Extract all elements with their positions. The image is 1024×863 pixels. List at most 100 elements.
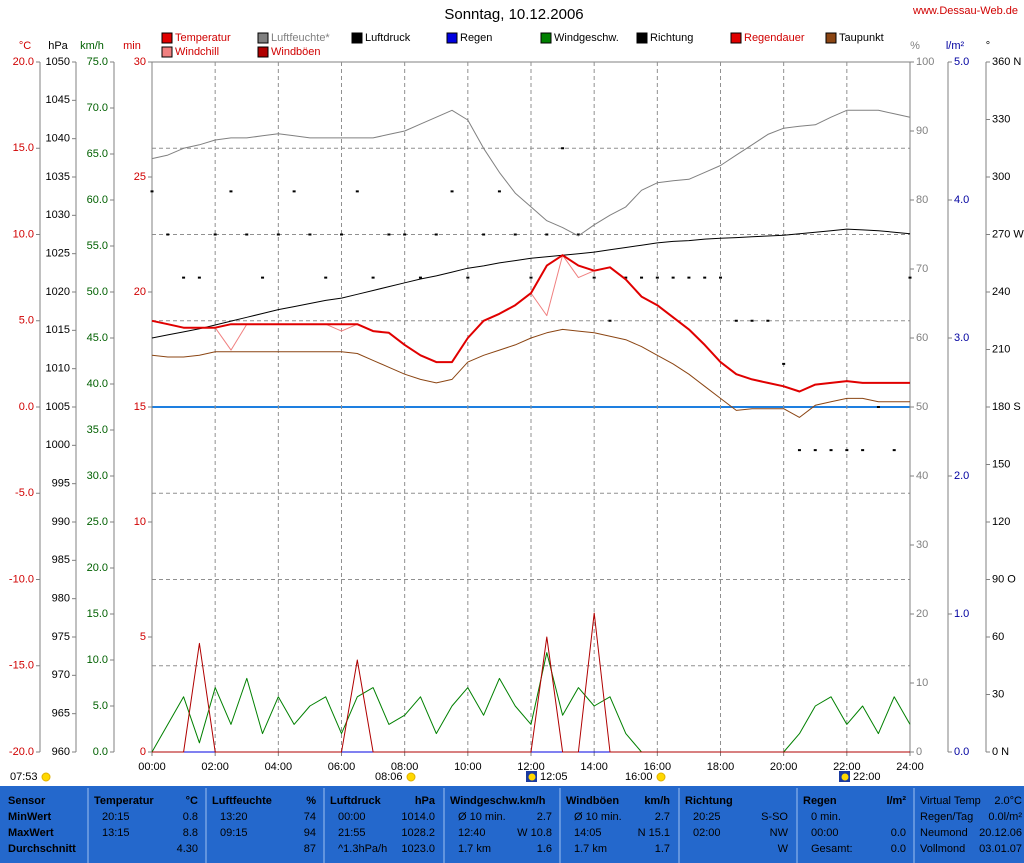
y-tick-label: 995 (52, 478, 70, 490)
table-cell: 21:55 (338, 827, 366, 839)
table-cell: 0 min. (811, 811, 841, 823)
y-tick-label: 10.0 (13, 228, 34, 240)
x-tick-label: 14:00 (580, 761, 608, 773)
direction-dot (766, 319, 770, 322)
side-label: Vollmond (920, 843, 965, 855)
table-cell: Gesamt: (811, 843, 853, 855)
sun-icon (406, 772, 416, 782)
y-tick-label: 1005 (46, 401, 70, 413)
table-value: 1023.0 (401, 843, 435, 855)
direction-dot (213, 233, 217, 236)
direction-dot (340, 233, 343, 236)
legend-label: Windchill (175, 46, 219, 58)
direction-dot (182, 276, 186, 279)
legend-label: Windgeschw. (554, 32, 619, 44)
y-tick-label: -10.0 (9, 573, 34, 585)
direction-dot (782, 362, 786, 365)
legend-swatch (257, 46, 269, 58)
axis-unit: l/m² (946, 40, 965, 52)
direction-dot (466, 276, 470, 279)
x-tick-label: 22:00 (833, 761, 861, 773)
table-value: 0.8 (183, 811, 198, 823)
side-value: 0.0l/m² (988, 811, 1022, 823)
y-tick-label: 1050 (46, 56, 70, 68)
table-header: Luftdruck (330, 795, 382, 807)
direction-dot (845, 449, 849, 452)
table-cell: ^1.3hPa/h (338, 843, 387, 855)
table-cell: 20:25 (693, 811, 721, 823)
table-cell: 00:00 (811, 827, 839, 839)
y-tick-label: 980 (52, 593, 70, 605)
y-tick-label: 1045 (46, 94, 70, 106)
direction-dot (387, 233, 391, 236)
legend-swatch (825, 32, 837, 44)
y-tick-label: 5.0 (954, 56, 969, 68)
y-tick-label: 1035 (46, 171, 70, 183)
y-tick-label: 65.0 (87, 148, 108, 160)
moon-icon-disc (528, 773, 536, 781)
y-tick-label: 20.0 (87, 562, 108, 574)
direction-dot (276, 233, 280, 236)
y-tick-label: 970 (52, 669, 70, 681)
legend-swatch (446, 32, 458, 44)
chart-title: Sonntag, 10.12.2006 (444, 6, 583, 23)
y-tick-label: 50.0 (87, 286, 108, 298)
y-tick-label: 55.0 (87, 240, 108, 252)
y-tick-label: 1025 (46, 248, 70, 260)
legend-label: Richtung (650, 32, 693, 44)
direction-dot (671, 276, 675, 279)
y-tick-label: 985 (52, 554, 70, 566)
table-value: 87 (304, 843, 316, 855)
direction-dot (876, 406, 880, 408)
direction-dot (482, 233, 486, 236)
y-tick-label: 70.0 (87, 102, 108, 114)
table-value: NW (770, 827, 789, 839)
direction-dot (750, 319, 754, 322)
y-tick-label: 3.0 (954, 332, 969, 344)
y-tick-label: 100 (916, 56, 934, 68)
direction-dot (719, 276, 722, 279)
table-header: Luftfeuchte (212, 795, 272, 807)
y-tick-label: 360 N (992, 56, 1021, 68)
direction-dot (892, 449, 896, 452)
y-tick-label: 330 (992, 113, 1010, 125)
y-tick-label: 5.0 (19, 315, 34, 327)
axis-unit: % (910, 40, 920, 52)
site-link[interactable]: www.Dessau-Web.de (912, 5, 1018, 17)
legend-swatch (257, 32, 269, 44)
y-tick-label: 5.0 (93, 700, 108, 712)
y-tick-label: 2.0 (954, 470, 969, 482)
x-tick-label: 02:00 (201, 761, 229, 773)
y-tick-label: 40 (916, 470, 928, 482)
y-tick-label: 20 (916, 608, 928, 620)
table-value: 74 (304, 811, 316, 823)
y-tick-label: 60.0 (87, 194, 108, 206)
direction-dot (197, 276, 201, 279)
x-tick-label: 20:00 (770, 761, 798, 773)
table-cell: Durchschnitt (8, 843, 76, 855)
y-tick-label: 90 O (992, 573, 1016, 585)
table-cell: 20:15 (102, 811, 130, 823)
x-tick-label: 16:00 (644, 761, 672, 773)
table-value: S-SO (761, 811, 788, 823)
y-tick-label: 990 (52, 516, 70, 528)
legend-label: Windböen (271, 46, 321, 58)
table-cell: 13:20 (220, 811, 248, 823)
table-cell: MinWert (8, 811, 52, 823)
y-tick-label: 25.0 (87, 516, 108, 528)
legend-label: Luftfeuchte* (271, 32, 330, 44)
legend-label: Taupunkt (839, 32, 884, 44)
table-header: Windböen (566, 795, 619, 807)
y-tick-label: 45.0 (87, 332, 108, 344)
table-cell: 1.7 km (574, 843, 607, 855)
direction-dot (561, 147, 565, 150)
y-tick-label: 60 (992, 631, 1004, 643)
table-cell: 02:00 (693, 827, 721, 839)
y-tick-label: 70 (916, 263, 928, 275)
y-tick-label: 300 (992, 171, 1010, 183)
y-tick-label: 30 (992, 688, 1004, 700)
axis-unit: hPa (48, 40, 68, 52)
side-label: Regen/Tag (920, 811, 973, 823)
